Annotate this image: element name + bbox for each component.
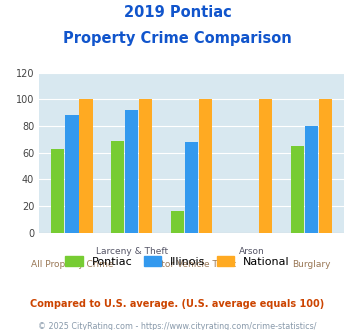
Bar [80,99,93,233]
Bar [305,126,318,233]
Bar [185,142,198,233]
Text: Compared to U.S. average. (U.S. average equals 100): Compared to U.S. average. (U.S. average … [31,299,324,309]
Text: All Property Crime: All Property Crime [31,260,113,269]
Text: Burglary: Burglary [292,260,331,269]
Bar [291,146,304,233]
Bar [319,99,332,233]
Bar [125,110,138,233]
Text: Property Crime Comparison: Property Crime Comparison [63,31,292,46]
Bar [259,99,272,233]
Bar [51,148,65,233]
Bar [111,141,124,233]
Text: Motor Vehicle Theft: Motor Vehicle Theft [148,260,236,269]
Bar [199,99,212,233]
Bar [139,99,153,233]
Legend: Pontiac, Illinois, National: Pontiac, Illinois, National [65,256,290,267]
Text: 2019 Pontiac: 2019 Pontiac [124,5,231,20]
Text: © 2025 CityRating.com - https://www.cityrating.com/crime-statistics/: © 2025 CityRating.com - https://www.city… [38,322,317,330]
Text: Arson: Arson [239,247,264,255]
Bar [171,211,184,233]
Text: Larceny & Theft: Larceny & Theft [96,247,168,255]
Bar [65,115,78,233]
